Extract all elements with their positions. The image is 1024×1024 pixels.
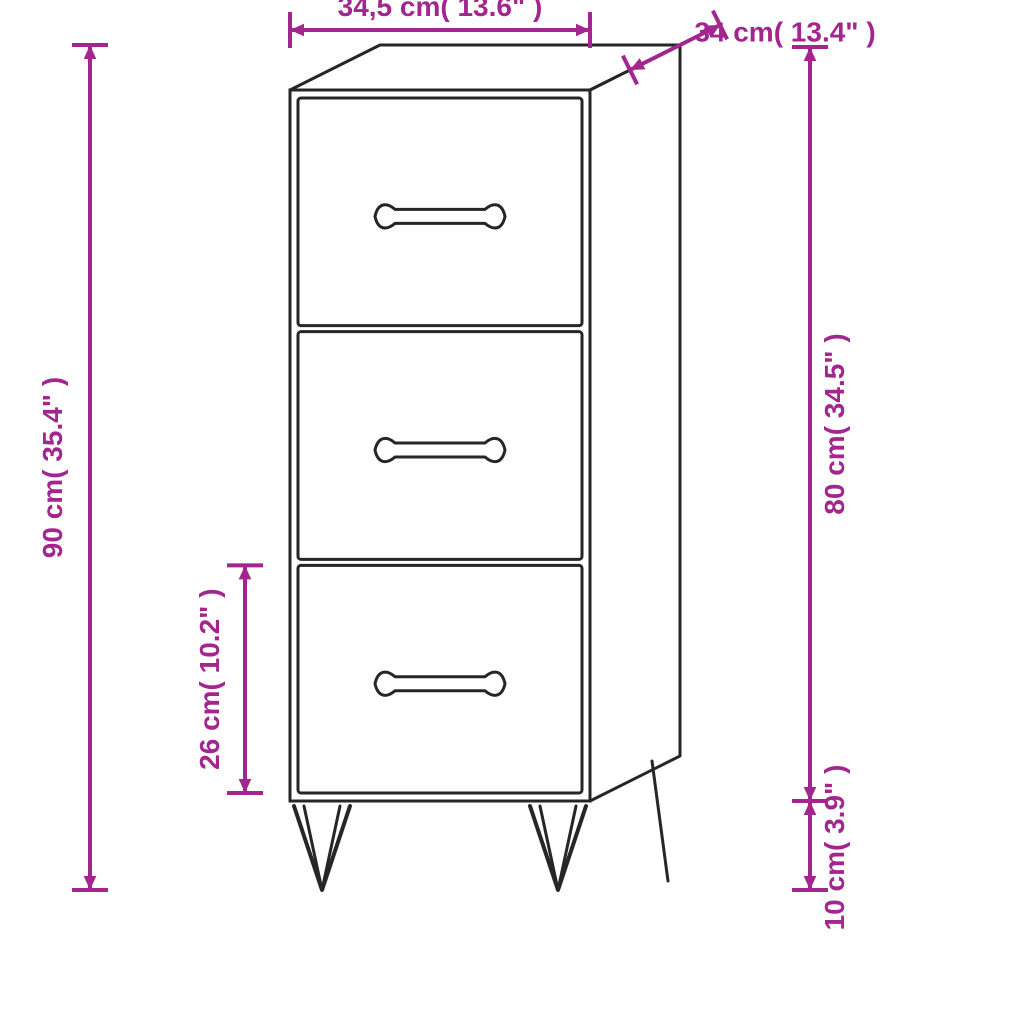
arrowhead-icon <box>804 47 817 61</box>
cabinet-front <box>290 90 590 801</box>
arrowhead-icon <box>239 779 252 793</box>
arrowhead-icon <box>576 24 590 37</box>
dimension-label-height-body: 80 cm( 34.5" ) <box>819 333 850 514</box>
drawer-handle <box>375 672 505 695</box>
cabinet-leg-rear <box>652 761 668 881</box>
cabinet-side <box>590 45 680 801</box>
drawer-front <box>298 565 582 793</box>
arrowhead-icon <box>290 24 304 37</box>
arrowhead-icon <box>804 801 817 815</box>
cabinet-top <box>290 45 680 90</box>
dimension-label-leg: 10 cm( 3.9" ) <box>819 765 850 931</box>
dimension-label-drawer: 26 cm( 10.2" ) <box>194 588 225 769</box>
drawer-handle <box>375 438 505 461</box>
arrowhead-icon <box>239 565 252 579</box>
arrowhead-icon <box>804 876 817 890</box>
arrowhead-icon <box>84 45 97 59</box>
drawer-front <box>298 332 582 560</box>
arrowhead-icon <box>84 876 97 890</box>
cabinet-leg <box>530 806 586 890</box>
drawer-handle <box>375 205 505 228</box>
drawer-front <box>298 98 582 326</box>
cabinet-leg <box>294 806 350 890</box>
arrowhead-icon <box>804 787 817 801</box>
dimension-label-width: 34,5 cm( 13.6" ) <box>338 0 543 22</box>
dimension-label-depth: 34 cm( 13.4" ) <box>694 17 875 48</box>
dimension-label-height-total: 90 cm( 35.4" ) <box>37 377 68 558</box>
